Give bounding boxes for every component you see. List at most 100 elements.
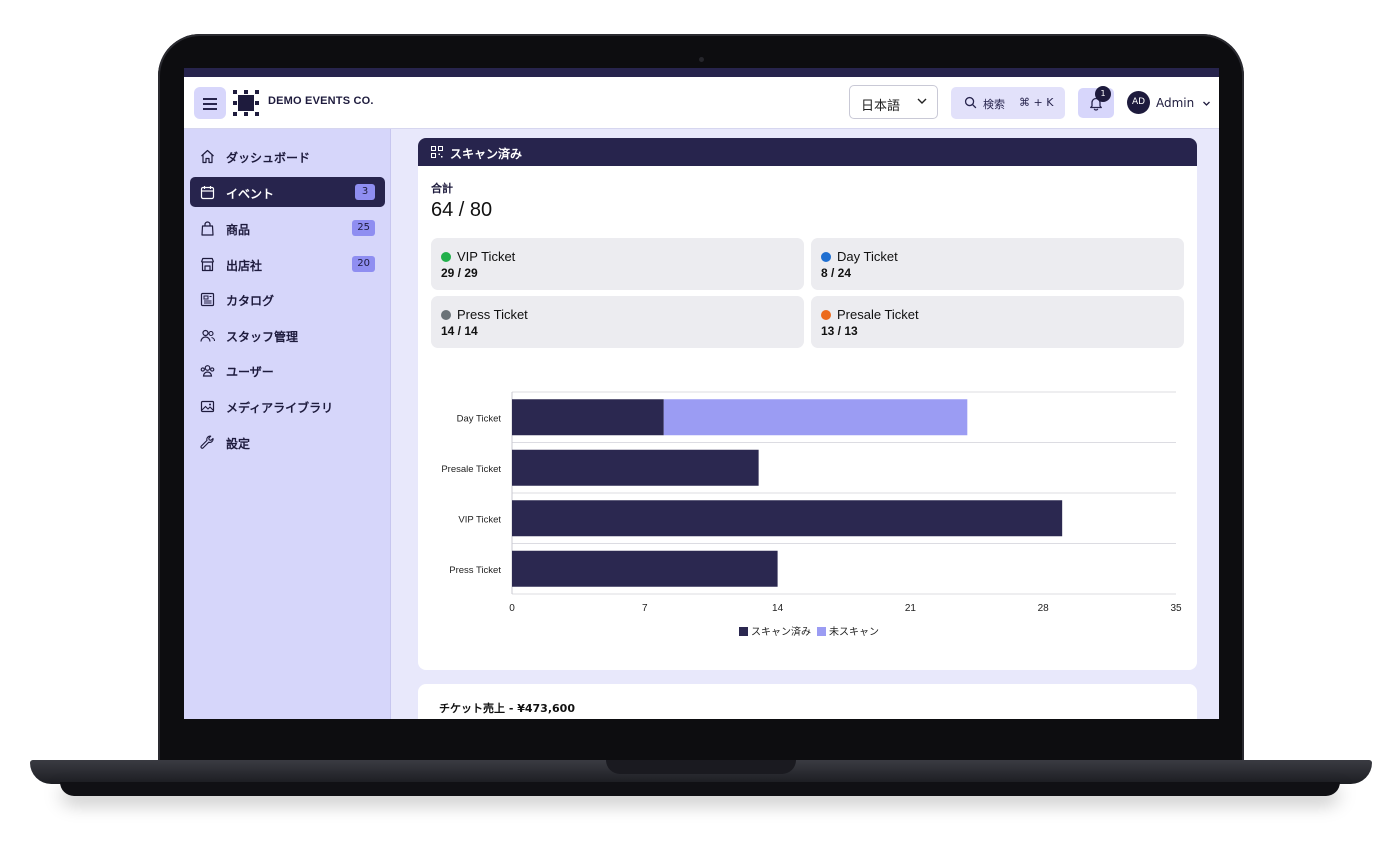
x-tick-label: 21 — [905, 603, 917, 614]
user-name: Admin — [1156, 96, 1195, 110]
logo-icon — [233, 90, 259, 116]
ticket-tile-press: Press Ticket 14 / 14 — [431, 296, 804, 348]
camera-icon — [699, 57, 704, 62]
ticket-name: Day Ticket — [837, 249, 898, 264]
avatar: AD — [1127, 91, 1150, 114]
search-button[interactable]: 検索 ⌘ + K — [951, 87, 1065, 119]
ticket-tile-presale: Presale Ticket 13 / 13 — [811, 296, 1184, 348]
wrench-icon — [200, 435, 214, 449]
sidebar-item-staff[interactable]: スタッフ管理 — [190, 320, 385, 350]
y-tick-label: Day Ticket — [457, 413, 502, 424]
legend-label: 未スキャン — [829, 626, 879, 638]
total-value: 64 / 80 — [431, 199, 493, 221]
ticket-tile-day: Day Ticket 8 / 24 — [811, 238, 1184, 290]
scan-chart: Day Ticket Presale Ticket VIP Ticket Press … — [418, 378, 1197, 648]
qr-code-icon — [431, 146, 443, 158]
hamburger-icon-line — [203, 103, 217, 105]
total-label: 合計 — [431, 182, 453, 195]
storefront-icon — [200, 257, 215, 272]
legend-swatch — [817, 627, 826, 636]
notification-badge: 1 — [1095, 86, 1111, 102]
chevron-down-icon — [1203, 101, 1210, 106]
ticket-name: Presale Ticket — [837, 307, 919, 322]
sidebar-item-settings[interactable]: 設定 — [190, 427, 385, 457]
sidebar-item-catalog[interactable]: カタログ — [190, 284, 385, 314]
count-badge: 25 — [352, 220, 375, 236]
ticket-name: Press Ticket — [457, 307, 528, 322]
calendar-icon — [200, 186, 215, 200]
user-group-icon — [200, 365, 215, 377]
shopping-bag-icon — [201, 221, 214, 236]
ticket-count: 14 / 14 — [441, 324, 478, 338]
card-title: スキャン済み — [450, 147, 523, 161]
sidebar-item-label: 商品 — [226, 223, 251, 237]
brand-name: DEMO EVENTS CO. — [268, 95, 374, 107]
x-tick-label: 28 — [1038, 603, 1050, 614]
x-tick-label: 7 — [642, 603, 648, 614]
bar — [512, 399, 664, 436]
user-menu[interactable]: AD Admin — [1127, 91, 1212, 115]
laptop-base-bottom — [60, 782, 1340, 796]
ticket-sales-card: チケット売上 - ¥473,600 — [418, 684, 1197, 719]
ticket-count: 29 / 29 — [441, 266, 478, 280]
status-dot — [441, 310, 451, 320]
ticket-tile-vip: VIP Ticket 29 / 29 — [431, 238, 804, 290]
legend-label: スキャン済み — [751, 625, 811, 638]
sidebar-item-exhibitors[interactable]: 出店社 20 — [190, 249, 385, 279]
home-icon — [201, 149, 214, 164]
search-shortcut: ⌘ + K — [1019, 96, 1054, 109]
bar — [663, 399, 968, 436]
y-tick-label: Presale Ticket — [441, 464, 501, 475]
sales-card-title: チケット売上 - ¥473,600 — [439, 702, 575, 715]
scan-bar-chart: Day Ticket Presale Ticket VIP Ticket Press … — [441, 391, 1182, 638]
sidebar-item-label: イベント — [226, 187, 275, 201]
sidebar-item-label: ダッシュボード — [226, 151, 311, 165]
newspaper-icon — [200, 292, 215, 307]
sidebar-item-label: カタログ — [226, 294, 275, 308]
notifications-button[interactable]: 1 — [1078, 86, 1114, 118]
search-icon — [964, 96, 977, 109]
count-badge: 20 — [352, 256, 375, 272]
sidebar-item-label: 出店社 — [226, 259, 263, 273]
bar — [512, 500, 1063, 537]
count-badge: 3 — [355, 184, 375, 200]
scanned-card: スキャン済み 合計 64 / 80 VIP Ticket 29 / 29 Day… — [418, 138, 1197, 670]
status-dot — [821, 310, 831, 320]
screen: DEMO EVENTS CO. 日本語 検索 ⌘ + K 1 AD Admin … — [184, 68, 1219, 719]
photo-icon — [200, 400, 215, 413]
sidebar-item-media-library[interactable]: メディアライブラリ — [190, 391, 385, 421]
sidebar-item-dashboard[interactable]: ダッシュボード — [190, 141, 385, 171]
ticket-count: 8 / 24 — [821, 266, 852, 280]
laptop-notch — [606, 760, 796, 774]
x-tick-label: 14 — [772, 603, 784, 614]
x-tick-label: 35 — [1170, 603, 1182, 614]
sidebar-item-label: メディアライブラリ — [226, 401, 334, 415]
status-dot — [821, 252, 831, 262]
sidebar-item-products[interactable]: 商品 25 — [190, 213, 385, 243]
users-icon — [200, 329, 215, 342]
app-header: DEMO EVENTS CO. 日本語 検索 ⌘ + K 1 AD Admin — [184, 77, 1219, 129]
ticket-name: VIP Ticket — [457, 249, 516, 264]
status-dot — [441, 252, 451, 262]
language-select[interactable]: 日本語 — [849, 85, 938, 119]
sidebar-item-events[interactable]: イベント 3 — [190, 177, 385, 207]
ticket-count: 13 / 13 — [821, 324, 858, 338]
menu-button[interactable] — [194, 87, 226, 119]
bar — [512, 550, 778, 587]
sidebar-item-label: スタッフ管理 — [226, 330, 299, 344]
sidebar-item-label: 設定 — [226, 437, 251, 451]
sidebar: ダッシュボード イベント 3 商品 25 出店社 20 カタログ スタッフ管理 … — [184, 129, 391, 719]
hamburger-icon — [203, 98, 217, 100]
top-strip — [184, 68, 1219, 77]
language-select-value: 日本語 — [861, 99, 901, 114]
card-header: スキャン済み — [418, 138, 1197, 166]
legend-swatch — [739, 627, 748, 636]
search-label: 検索 — [983, 98, 1005, 111]
chevron-down-icon — [917, 98, 927, 104]
y-tick-label: VIP Ticket — [458, 514, 501, 525]
bar — [512, 449, 759, 486]
sidebar-item-users[interactable]: ユーザー — [190, 355, 385, 385]
y-tick-label: Press Ticket — [449, 565, 501, 576]
x-tick-label: 0 — [509, 603, 515, 614]
hamburger-icon-line — [203, 108, 217, 110]
